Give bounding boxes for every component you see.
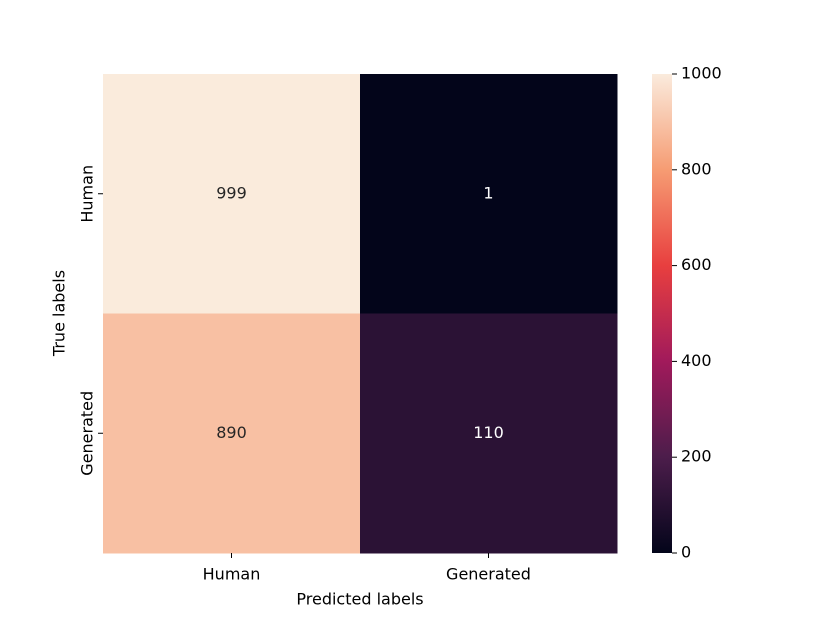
cell bbox=[103, 313, 361, 554]
y-tick-label: Human bbox=[78, 165, 97, 223]
colorbar-tick-label: 800 bbox=[681, 159, 712, 178]
x-tick-label: Human bbox=[203, 565, 261, 584]
cell-label: 1 bbox=[483, 183, 493, 202]
colorbar-tick-label: 400 bbox=[681, 351, 712, 370]
cell bbox=[360, 313, 618, 554]
y-axis-title: True labels bbox=[50, 270, 69, 357]
cell-label: 999 bbox=[216, 183, 247, 202]
colorbar-tick-label: 0 bbox=[681, 543, 691, 562]
y-tick-label: Generated bbox=[78, 391, 97, 476]
x-tick-label: Generated bbox=[446, 565, 531, 584]
cell-label: 110 bbox=[473, 423, 504, 442]
colorbar-tick-label: 200 bbox=[681, 447, 712, 466]
x-axis-title: Predicted labels bbox=[296, 590, 423, 609]
cell-label: 890 bbox=[216, 423, 247, 442]
cell bbox=[360, 74, 618, 314]
colorbar-tick-label: 1000 bbox=[681, 64, 722, 83]
colorbar-tick-label: 600 bbox=[681, 255, 712, 274]
cell bbox=[103, 74, 361, 314]
colorbar bbox=[652, 74, 672, 553]
